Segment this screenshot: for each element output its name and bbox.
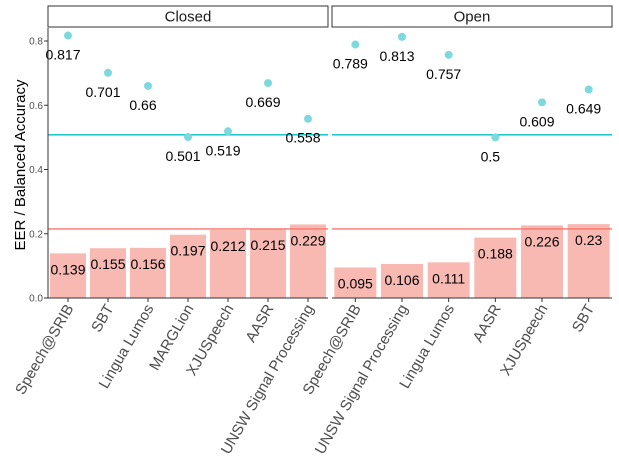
accuracy-point — [304, 114, 312, 123]
accuracy-point — [224, 127, 232, 136]
accuracy-value-label: 0.609 — [519, 113, 554, 129]
accuracy-value-label: 0.813 — [379, 48, 414, 64]
panel-open: Open 0.095 0.106 0.111 0.188 0.226 0.23 0.789 0.… — [300, 5, 613, 458]
facet-strip-label: Open — [454, 9, 491, 26]
y-axis: 0.0 0.2 0.4 0.6 0.8 — [29, 28, 49, 305]
eer-bar — [427, 262, 470, 298]
accuracy-value-label: 0.519 — [205, 142, 240, 158]
accuracy-point — [264, 79, 272, 88]
eer-bar — [50, 253, 86, 298]
accuracy-value-label: 0.66 — [129, 97, 156, 113]
eer-value-label: 0.111 — [432, 270, 465, 286]
accuracy-point — [104, 68, 112, 77]
eer-bar — [130, 247, 166, 298]
panel-closed: Closed 0.139 0.155 0.156 0.197 0.212 0.215 0.22… — [12, 5, 329, 457]
eer-bar — [250, 228, 286, 298]
x-tick-label: SBT — [569, 302, 598, 336]
accuracy-point — [444, 50, 453, 59]
eer-bar — [521, 225, 563, 298]
accuracy-point — [351, 40, 360, 49]
eer-value-label: 0.215 — [250, 237, 285, 253]
x-tick-label: XJUSpeech — [497, 302, 551, 379]
accuracy-value-label: 0.789 — [333, 56, 368, 72]
accuracy-value-label: 0.501 — [165, 148, 200, 164]
eer-value-label: 0.226 — [524, 233, 559, 249]
accuracy-point — [398, 32, 406, 41]
y-axis-title: EER / Balanced Accuracy — [12, 79, 29, 250]
x-tick-label: AASR — [470, 301, 505, 345]
x-tick-label: AASR — [242, 301, 277, 345]
panels-layer: Closed 0.139 0.155 0.156 0.197 0.212 0.215 0.22… — [12, 5, 613, 458]
y-tick-label: 0.8 — [29, 37, 43, 48]
eer-bar — [170, 234, 206, 298]
eer-bar — [210, 229, 246, 298]
eer-value-label: 0.197 — [170, 243, 205, 259]
y-tick-label: 0.2 — [29, 229, 43, 240]
accuracy-point — [538, 98, 546, 107]
facet-strip — [47, 5, 329, 28]
accuracy-point — [64, 31, 72, 40]
eer-bar — [474, 237, 517, 298]
accuracy-value-label: 0.5 — [481, 148, 501, 164]
accuracy-point — [144, 81, 152, 90]
accuracy-point — [584, 85, 593, 94]
y-tick-label: 0.4 — [29, 165, 43, 176]
eer-value-label: 0.155 — [90, 256, 125, 272]
accuracy-value-label: 0.558 — [285, 130, 320, 146]
accuracy-point — [184, 133, 192, 142]
eer-bar — [381, 263, 423, 298]
eer-value-label: 0.188 — [478, 246, 513, 262]
eer-bar — [290, 224, 326, 298]
eer-value-label: 0.23 — [575, 232, 602, 248]
eer-value-label: 0.212 — [210, 238, 245, 254]
accuracy-point — [491, 133, 500, 142]
accuracy-value-label: 0.701 — [85, 84, 120, 100]
eer-value-label: 0.156 — [130, 256, 165, 272]
accuracy-value-label: 0.757 — [426, 66, 461, 82]
eer-value-label: 0.139 — [50, 261, 85, 277]
y-tick-label: 0.6 — [29, 101, 43, 112]
accuracy-value-label: 0.817 — [45, 47, 80, 63]
eer-bar — [567, 224, 610, 298]
eer-value-label: 0.095 — [338, 275, 373, 291]
x-tick-label: UNSW Signal Processing — [312, 302, 412, 458]
accuracy-value-label: 0.649 — [566, 101, 601, 117]
eer-bar — [334, 267, 377, 298]
facet-strip-label: Closed — [165, 9, 212, 26]
facet-strip — [331, 5, 613, 28]
x-tick-label: Speech@SRIB — [12, 302, 77, 398]
y-tick-label: 0.0 — [29, 294, 43, 305]
eer-value-label: 0.229 — [290, 232, 325, 248]
accuracy-value-label: 0.669 — [245, 94, 280, 110]
eer-bar — [90, 248, 126, 298]
x-tick-label: SBT — [88, 302, 117, 336]
eer-value-label: 0.106 — [384, 272, 419, 288]
